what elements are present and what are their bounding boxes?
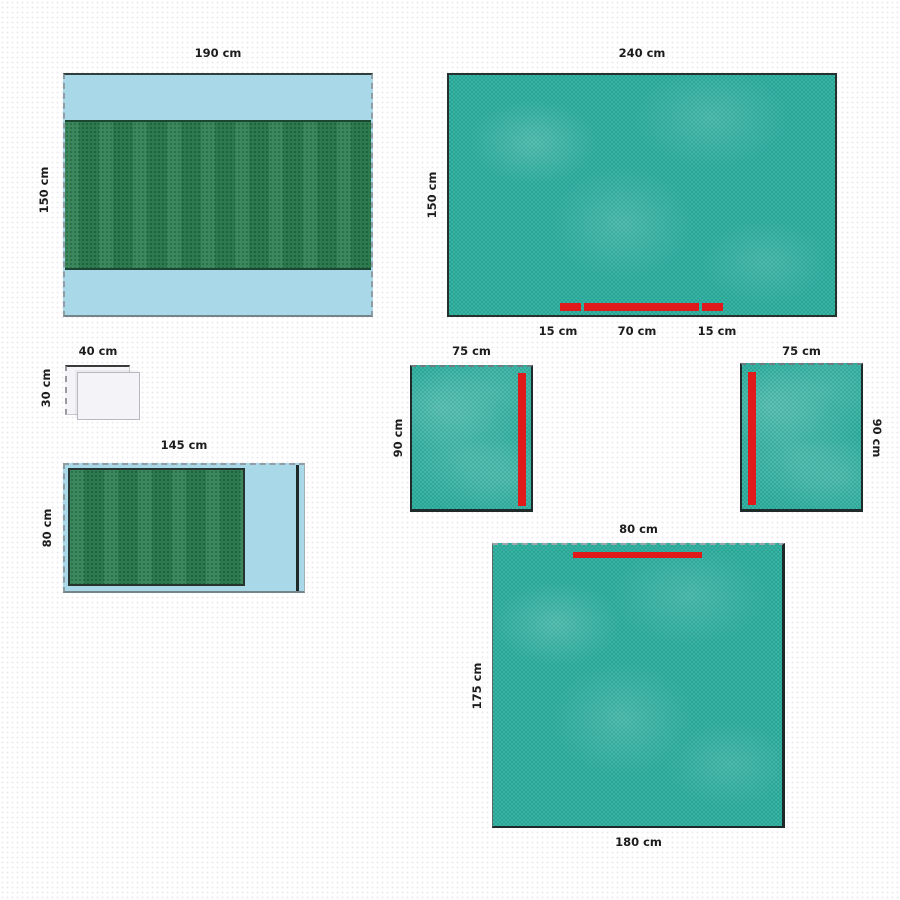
sheet-front [77,372,140,420]
drape-75-right-width-label: 75 cm [782,344,821,358]
drape-190x150 [63,73,373,317]
tape-strip-right [702,303,723,311]
tape-segment-label-2: 70 cm [617,324,657,338]
drape-75-left-width-label: 75 cm [452,344,491,358]
drape-240x150 [447,73,837,317]
drape-190-reinforced-zone [65,120,371,270]
drape-145-height-label: 80 cm [40,508,54,548]
tape-segment-label-1: 15 cm [538,324,578,338]
drape-180x175 [492,543,785,828]
drape-240-width-label: 240 cm [618,46,666,60]
tape-strip-vertical [748,372,756,505]
drape-145-reinforced-zone [68,468,245,586]
tape-strip-horizontal [573,552,702,558]
sheets-height-label: 30 cm [39,368,53,408]
drape-75x90-right [740,363,863,512]
sheets-width-label: 40 cm [78,344,118,358]
drape-190-height-label: 150 cm [37,166,51,214]
drape-75-right-height-label: 90 cm [870,418,884,458]
drape-145x80 [63,463,305,593]
drape-180-height-label: 175 cm [470,662,484,710]
drape-190-width-label: 190 cm [194,46,242,60]
drape-180-tape-label: 80 cm [619,522,658,536]
drape-240-height-label: 150 cm [425,171,439,219]
tape-strip-left [560,303,581,311]
drape-145-width-label: 145 cm [160,438,208,452]
tape-strip-vertical [518,373,526,506]
drape-75-left-height-label: 90 cm [391,418,405,458]
drape-145-fold-line [296,465,299,591]
drape-180-width-label: 180 cm [615,835,662,849]
tape-strip-center [584,303,699,311]
drape-75x90-left [410,365,533,512]
tape-segment-label-3: 15 cm [697,324,737,338]
